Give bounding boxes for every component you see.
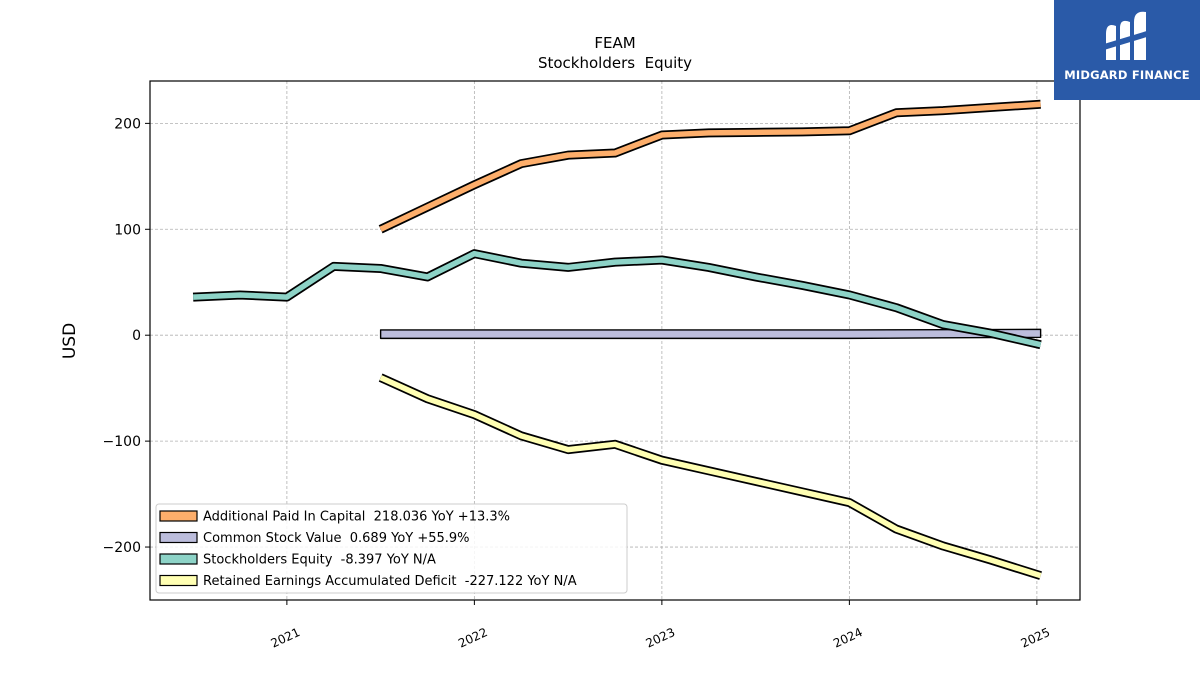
x-tick-label: 2022	[456, 625, 490, 651]
legend-swatch	[159, 553, 198, 565]
legend-swatch	[159, 531, 198, 544]
legend-swatch	[159, 510, 198, 522]
axes: 200 100 0 −100 −200 2021 2022 2023 2024 2025	[103, 116, 1053, 650]
y-tick-label: 100	[114, 222, 141, 238]
legend-swatch	[159, 574, 198, 587]
x-tick-label: 2024	[831, 625, 865, 651]
logo-mark-icon	[1104, 11, 1150, 60]
series-0-line	[379, 101, 1041, 232]
plot-frame	[149, 80, 1081, 601]
chart-title: FEAM	[594, 34, 635, 52]
legend-entry: Stockholders Equity -8.397 YoY N/A	[203, 553, 436, 568]
series-1-band	[379, 328, 1042, 340]
y-tick-label: 200	[114, 116, 141, 132]
legend-entry: Common Stock Value 0.689 YoY +55.9%	[203, 531, 470, 546]
brand-logo: MIDGARD FINANCE	[1054, 0, 1200, 100]
y-tick-label: 0	[132, 328, 141, 344]
y-tick-label: −100	[103, 434, 141, 450]
series-layer	[192, 99, 1042, 580]
chart-subtitle: Stockholders Equity	[538, 54, 692, 72]
x-tick-label: 2021	[269, 625, 303, 651]
y-tick-label: −200	[103, 540, 141, 556]
x-tick-label: 2025	[1019, 625, 1053, 651]
legend: Additional Paid In Capital 218.036 YoY +…	[155, 503, 628, 594]
series-3-line	[379, 375, 1042, 579]
legend-entry: Additional Paid In Capital 218.036 YoY +…	[203, 510, 510, 525]
legend-entry: Retained Earnings Accumulated Deficit -2…	[203, 574, 577, 589]
x-tick-label: 2023	[644, 625, 678, 651]
logo-text: MIDGARD FINANCE	[1064, 68, 1190, 82]
y-axis-label: USD	[60, 323, 80, 359]
legend-box	[155, 503, 628, 594]
series-2-line	[193, 250, 1042, 348]
